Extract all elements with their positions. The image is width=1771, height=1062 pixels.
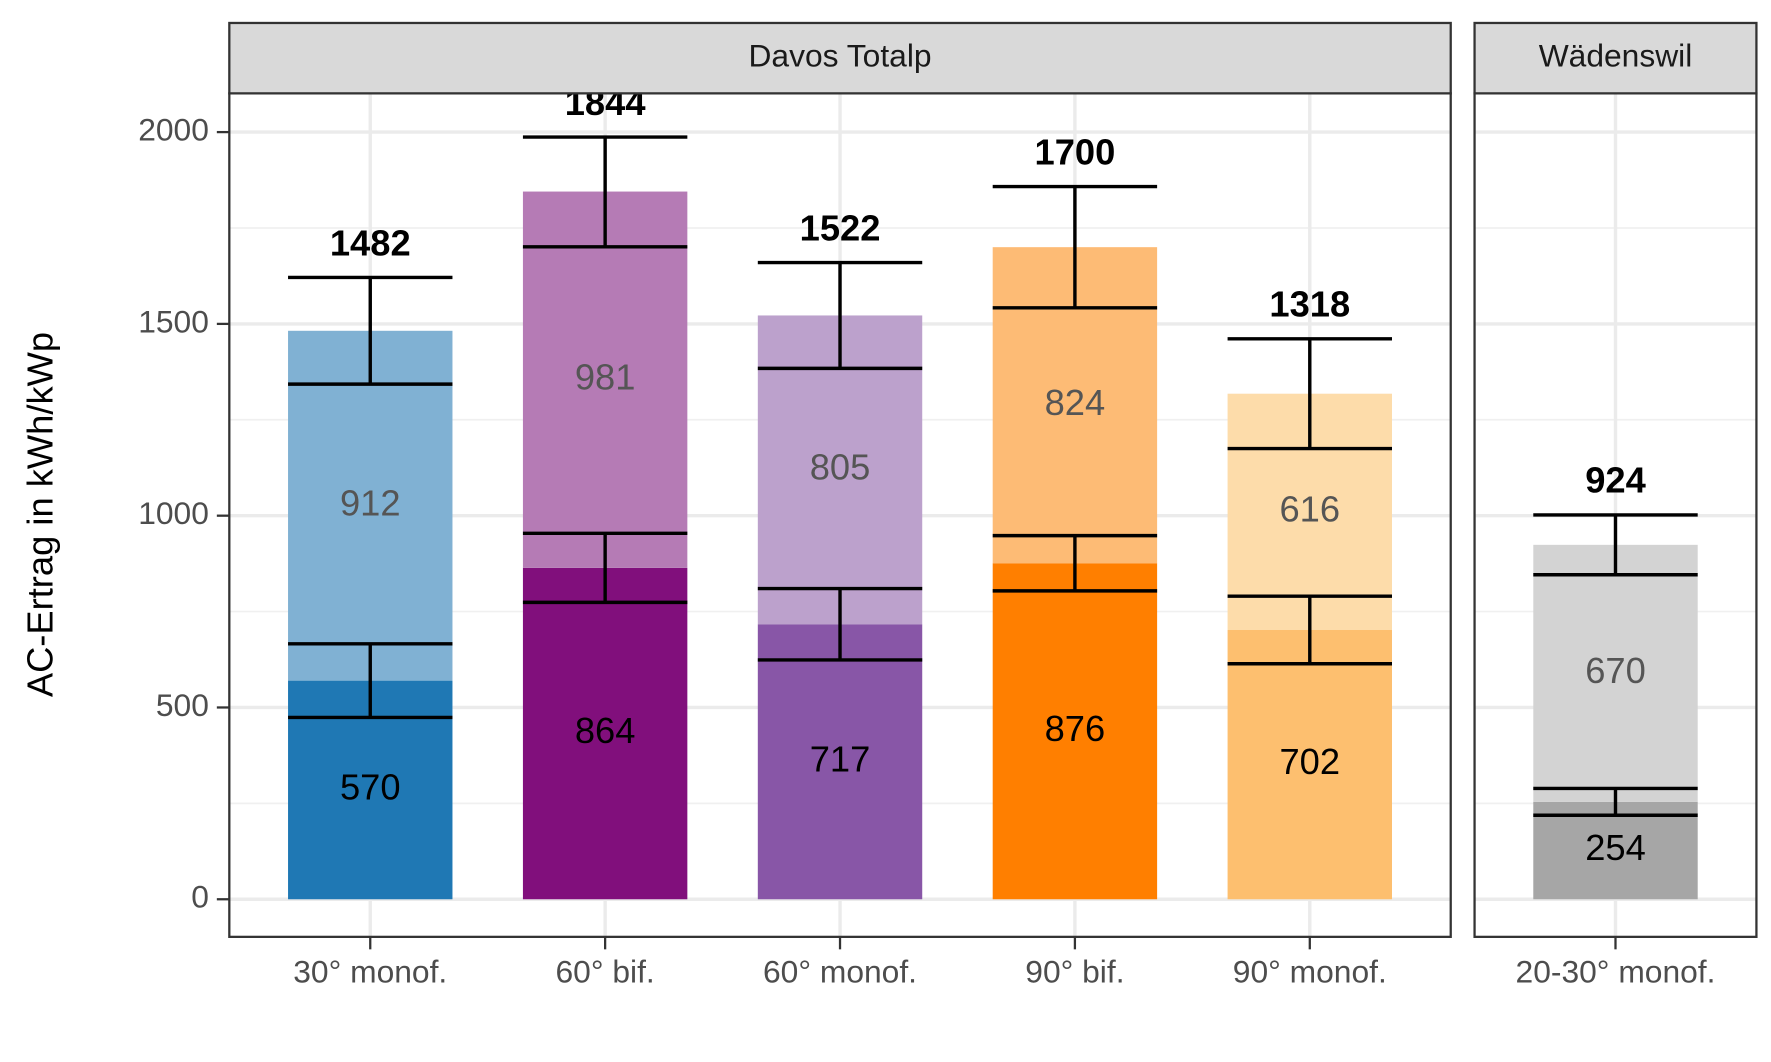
y-tick-label: 1500 — [138, 303, 209, 339]
total-error-bar — [522, 135, 688, 249]
segment-label: 670 — [1585, 650, 1646, 691]
segment-label: 805 — [810, 446, 871, 487]
segment-label: 570 — [340, 767, 401, 808]
total-label: 1318 — [1269, 284, 1350, 325]
x-tick-label: 60° monof. — [763, 954, 917, 990]
segment-label: 864 — [575, 710, 636, 751]
error-bar — [1227, 594, 1393, 666]
strip — [228, 21, 1452, 95]
bar-segment — [992, 563, 1158, 900]
bar-segment — [288, 330, 453, 681]
x-tick-label: 60° bif. — [556, 954, 655, 990]
y-tick-label: 2000 — [138, 111, 209, 147]
segment-label: 254 — [1585, 827, 1646, 868]
total-label: 924 — [1585, 460, 1646, 501]
strip — [1473, 21, 1758, 95]
total-label: 1522 — [800, 207, 881, 248]
segment-label: 981 — [575, 356, 636, 397]
segment-label: 824 — [1045, 382, 1106, 423]
y-tick-label: 500 — [156, 687, 209, 723]
bar-segment — [522, 567, 688, 900]
bar-segment — [757, 624, 923, 900]
segment-label: 876 — [1045, 708, 1106, 749]
x-tick-label: 90° monof. — [1233, 954, 1387, 990]
x-tick-label: 30° monof. — [293, 954, 447, 990]
error-bar — [288, 642, 453, 720]
strip-title: Davos Totalp — [748, 38, 931, 74]
y-tick-label: 0 — [191, 879, 209, 915]
bar-segment — [1533, 801, 1698, 900]
x-tick-label: 20-30° monof. — [1516, 954, 1716, 990]
segment-label: 616 — [1279, 488, 1340, 529]
segment-label: 717 — [810, 738, 871, 779]
bar-segment — [522, 191, 688, 568]
error-bar — [757, 586, 923, 662]
total-error-bar — [1227, 337, 1393, 451]
error-bar — [522, 531, 688, 605]
total-label: 1700 — [1035, 131, 1116, 172]
bar-segment — [1533, 544, 1698, 802]
error-bar — [992, 533, 1158, 593]
bar-segment — [1227, 629, 1393, 900]
total-error-bar — [1533, 513, 1698, 577]
total-error-bar — [992, 184, 1158, 310]
y-tick-label: 1000 — [138, 495, 209, 531]
total-label: 1482 — [330, 222, 411, 263]
segment-label: 702 — [1279, 741, 1340, 782]
x-tick-label: 90° bif. — [1025, 954, 1124, 990]
segment-label: 912 — [340, 482, 401, 523]
total-error-bar — [288, 275, 453, 386]
total-error-bar — [757, 260, 923, 371]
strip-title: Wädenswil — [1539, 38, 1693, 74]
y-axis-label: AC-Ertrag in kWh/kWp — [20, 332, 61, 697]
error-bar — [1533, 786, 1698, 817]
